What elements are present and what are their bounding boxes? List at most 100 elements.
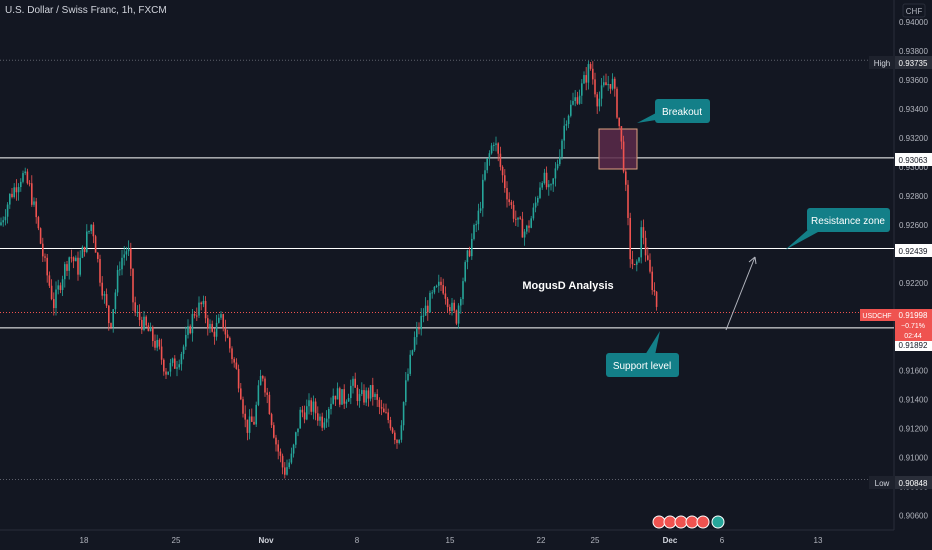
candle-body	[400, 425, 403, 440]
candle-body	[611, 78, 614, 89]
candle-body	[605, 82, 607, 86]
candle-body	[198, 302, 200, 316]
candle-body	[224, 328, 227, 335]
candle-body	[163, 359, 165, 372]
candle-body	[631, 259, 634, 265]
candle-body	[279, 451, 282, 456]
candle-body	[424, 305, 427, 316]
candle-body	[405, 380, 407, 403]
candle-body	[506, 188, 508, 200]
candle-body	[70, 257, 73, 259]
candle-body	[59, 285, 62, 290]
candle-body	[596, 94, 598, 107]
level-value-1: 0.93063	[899, 156, 928, 165]
candle-body	[42, 243, 44, 257]
candle-body	[473, 224, 475, 239]
candle-body	[15, 187, 18, 193]
candle-body	[262, 376, 264, 379]
price-tick-label: 0.91200	[899, 424, 928, 433]
candle-body	[24, 171, 26, 174]
event-icon-2	[663, 515, 677, 529]
time-tick-label: Nov	[258, 536, 274, 545]
candle-body	[215, 322, 218, 337]
candle-body	[526, 225, 528, 232]
candle-body	[317, 413, 319, 421]
candle-body	[545, 172, 548, 188]
candle-body	[519, 217, 521, 219]
candle-body	[341, 389, 343, 405]
candle-body	[559, 156, 561, 165]
candle-body	[145, 316, 147, 326]
candle-body	[629, 217, 631, 260]
price-tick-label: 0.92600	[899, 221, 928, 230]
candle-body	[251, 416, 253, 422]
candle-body	[220, 314, 222, 318]
time-tick-label: 15	[446, 536, 455, 545]
candle-body	[391, 428, 394, 433]
time-tick-label: 6	[720, 536, 725, 545]
candle-body	[420, 315, 422, 330]
time-tick-label: 8	[355, 536, 360, 545]
candle-body	[433, 286, 436, 293]
support-label: Support level	[613, 361, 671, 372]
candle-body	[229, 337, 231, 349]
support-callout: Support level	[606, 331, 679, 377]
candle-body	[345, 401, 348, 404]
candle-body	[614, 78, 616, 89]
candle-body	[125, 251, 128, 255]
low-tag: Low	[875, 479, 890, 488]
candle-body	[625, 171, 627, 185]
candle-body	[176, 367, 178, 369]
candle-body	[655, 291, 658, 307]
candle-body	[66, 264, 68, 271]
candle-body	[37, 217, 40, 229]
candle-body	[618, 117, 620, 127]
candle-body	[286, 467, 288, 475]
candle-body	[281, 455, 284, 468]
candle-body	[310, 400, 312, 412]
candle-body	[640, 227, 642, 258]
candle-body	[589, 64, 592, 69]
candle-body	[576, 97, 579, 104]
level-tag-3: 0.91892	[895, 338, 932, 351]
time-tick-label: 25	[172, 536, 181, 545]
candle-body	[385, 412, 387, 414]
candle-body	[90, 224, 92, 231]
price-axis	[894, 0, 932, 550]
candle-body	[165, 371, 167, 375]
time-tick-label: 22	[537, 536, 546, 545]
candle-body	[466, 250, 469, 263]
candle-body	[554, 168, 557, 179]
candle-body	[79, 257, 81, 275]
candle-body	[48, 275, 51, 286]
candle-body	[570, 104, 572, 116]
candle-body	[598, 98, 601, 107]
candle-body	[365, 390, 367, 403]
candle-body	[534, 202, 537, 208]
candle-body	[383, 408, 385, 413]
candle-body	[240, 388, 242, 400]
event-icons[interactable]	[652, 515, 725, 529]
candle-body	[297, 428, 299, 433]
candle-body	[517, 217, 519, 220]
candle-body	[231, 348, 233, 360]
candle-body	[510, 202, 513, 205]
candle-body	[512, 204, 515, 219]
candle-body	[501, 166, 504, 176]
candle-body	[114, 292, 117, 310]
candle-body	[616, 88, 618, 118]
event-icon-6	[711, 515, 725, 529]
candle-body	[218, 317, 220, 323]
candle-body	[143, 316, 145, 330]
candle-body	[270, 414, 273, 426]
projection-arrow[interactable]	[725, 256, 757, 331]
candle-body	[497, 143, 499, 154]
candle-body	[312, 401, 315, 412]
level-tag-2: 0.92439	[895, 244, 932, 257]
candle-body	[550, 184, 552, 186]
candle-body	[477, 210, 480, 225]
candle-body	[180, 353, 183, 365]
candle-body	[246, 419, 249, 433]
price-tick-label: 0.91000	[899, 453, 928, 462]
candle-body	[508, 199, 510, 203]
